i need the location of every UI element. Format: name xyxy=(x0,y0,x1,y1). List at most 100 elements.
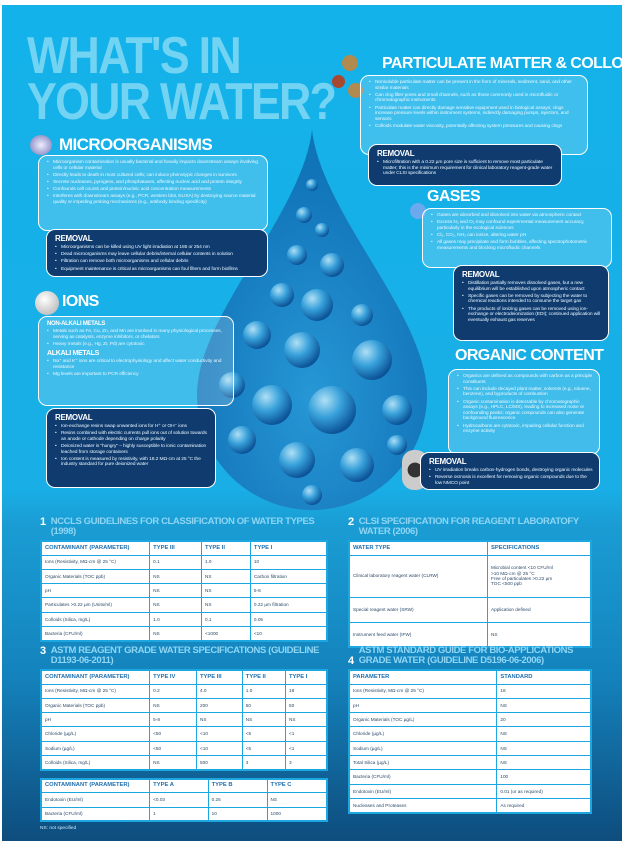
table-cell: 0.1 xyxy=(149,554,202,570)
table-cell: 0.25 xyxy=(207,792,268,808)
table-cell: pH xyxy=(348,697,498,714)
table-cell: Endotoxin (EU/ml) xyxy=(40,792,151,808)
bullet-item: Directly leads to death in most cultured… xyxy=(47,173,261,179)
table-cell: Organic Materials (TOC ppb) xyxy=(40,568,151,585)
bullet-item: Ion content is measured by resistivity, … xyxy=(55,457,209,468)
table-cell: NS xyxy=(149,583,202,599)
clsi-table: WATER TYPE SPECIFICATIONS Clinical laborat… xyxy=(348,540,592,648)
table-cell: <0.03 xyxy=(149,792,209,808)
table-row: Organic Materials (TOC µg/L) 20 xyxy=(348,712,592,728)
bullet-item: Secrete nucleases, pyrogens, and phospha… xyxy=(47,180,261,186)
bullet-item: Gases are absorbed and dissolved into wa… xyxy=(431,213,605,219)
table-cell: <10 xyxy=(249,625,328,642)
title-line-1: WHAT'S IN xyxy=(27,27,242,85)
table-cell: pH xyxy=(40,712,151,728)
table-cell: As required xyxy=(496,797,592,814)
table-cell: 5-8 xyxy=(249,583,328,599)
gases-info-box: Gases are absorbed and dissolved into wa… xyxy=(422,208,612,268)
table-row: Total Silica (µg/L) NS xyxy=(348,754,592,771)
bullet-item: All gases may precipitate and form bubbl… xyxy=(431,240,605,251)
particulate-removal-box: REMOVAL Microfiltration with a 0.22 µm p… xyxy=(368,144,562,186)
non-alkali-list: Metals such as Fe, Cu, Zn, and Mn are in… xyxy=(47,329,227,347)
alkali-list: Na⁺ and K⁺ ions are critical to electrop… xyxy=(47,359,227,377)
bullet-item: Hydrocarbons are cytotoxic, impairing ce… xyxy=(457,424,593,435)
table-cell: Chloride (µg/L) xyxy=(40,726,151,742)
table-cell: 3 xyxy=(241,754,287,771)
table-cell: NS xyxy=(149,625,202,642)
table-cell: 0.01 (or as required) xyxy=(496,783,592,799)
table-cell: 4.0 xyxy=(196,683,243,699)
removal-heading: REMOVAL xyxy=(55,234,93,243)
table-cell: <1 xyxy=(285,726,328,742)
bullet-item: Metals such as Fe, Cu, Zn, and Mn are in… xyxy=(47,329,227,340)
table-row: Instrument feed water (IFW) NS xyxy=(348,621,592,648)
table-cell: 20 xyxy=(496,712,592,728)
table-cell: <5 xyxy=(241,740,287,756)
removal-heading: REMOVAL xyxy=(377,149,415,158)
table-cell: <1 xyxy=(285,740,328,756)
table-cell: Ions (Resistivity, MΩ·cm @ 25 °C) xyxy=(40,683,151,699)
bullet-item: Heavy metals (e.g., Hg, Zr, Pd) are cyto… xyxy=(47,342,227,348)
table-cell: Application defined xyxy=(487,596,592,623)
table-cell: Ions (Resistivity, MΩ·cm @ 25 °C) xyxy=(40,554,151,570)
column-header: TYPE III xyxy=(196,669,243,685)
table-cell: 10 xyxy=(207,806,268,822)
table-cell: NS xyxy=(496,754,592,771)
column-header: CONTAMINANT (PARAMETER) xyxy=(40,540,151,556)
table-cell: 200 xyxy=(196,697,243,714)
column-header: TYPE B xyxy=(207,778,268,794)
particulate-list: Nonsoluble particulate matter can be pre… xyxy=(369,80,581,130)
table-number: 3 xyxy=(40,645,46,657)
table-cell: <50 xyxy=(149,726,197,742)
table-row: Endotoxin (EU/ml) <0.03 0.25 NS xyxy=(40,792,328,808)
column-header: CONTAMINANT (PARAMETER) xyxy=(40,778,151,794)
table-row: Chloride (µg/L) NS xyxy=(348,726,592,742)
alkali-heading: ALKALI METALS xyxy=(47,350,99,358)
bullet-item: Dead microorganisms may leave cellular d… xyxy=(55,252,261,258)
table-section-4: 4 ASTM STANDARD GUIDE FOR BIO-APPLICATION… xyxy=(348,646,592,814)
table-header-row: CONTAMINANT (PARAMETER) TYPE III TYPE II TY… xyxy=(40,540,328,556)
bullet-item: Mg levels are important to PCR efficienc… xyxy=(47,372,227,378)
particles-icon xyxy=(342,55,358,71)
table-cell: 5-8 xyxy=(149,712,197,728)
table-cell: Carbon filtration xyxy=(249,568,328,585)
table-cell: 18 xyxy=(285,683,328,699)
column-header: TYPE I xyxy=(249,540,328,556)
table-cell: Bacteria (CFU/ml) xyxy=(40,625,151,642)
astm-bio-table: PARAMETER STANDARD Ions (Resistivity, MΩ·c… xyxy=(348,669,592,814)
gases-heading: GASES xyxy=(427,188,481,205)
table-cell: NS xyxy=(487,621,592,648)
table-row: pH NS xyxy=(348,697,592,714)
column-header: WATER TYPE xyxy=(348,540,489,556)
bullet-item: Distillation partially removes dissolved… xyxy=(462,281,602,292)
table-cell: NS xyxy=(149,568,202,585)
organic-info-box: Organics are defined as compounds with c… xyxy=(448,369,600,455)
table-cell: 1000 xyxy=(266,806,328,822)
table-cell: 100 xyxy=(496,769,592,785)
organic-list: Organics are defined as compounds with c… xyxy=(457,374,593,435)
removal-list: Microorganisms can be killed using UV li… xyxy=(55,245,261,272)
astm-reagent-table: CONTAMINANT (PARAMETER) TYPE IV TYPE III TY… xyxy=(40,669,328,771)
bullet-item: Excess N₂ and O₂ may confound experiment… xyxy=(431,220,605,231)
bullet-item: Microfiltration with a 0.22 µm pore size… xyxy=(377,160,555,177)
table-number: 1 xyxy=(40,516,46,528)
table-cell: 0.22 µm filtration xyxy=(249,597,328,613)
column-header: CONTAMINANT (PARAMETER) xyxy=(40,669,151,685)
ion-sphere-icon xyxy=(35,291,59,315)
particle-icon xyxy=(332,75,345,88)
table-cell: Particulates >0.22 µm (Units/ml) xyxy=(40,597,151,613)
table-number: 2 xyxy=(348,516,354,528)
table-cell: 18 xyxy=(496,683,592,699)
table-cell: 0.1 xyxy=(201,611,251,627)
organic-heading: ORGANIC CONTENT xyxy=(455,347,604,364)
column-header: PARAMETER xyxy=(348,669,498,685)
table-cell: NS xyxy=(285,712,328,728)
column-header: TYPE I xyxy=(285,669,328,685)
ions-info-box: NON-ALKALI METALS Metals such as Fe, Cu,… xyxy=(38,316,234,406)
microorganisms-heading: MICROORGANISMS xyxy=(59,135,213,154)
table-row: Sodium (µg/L) <50 <10 <5 <1 xyxy=(40,740,328,756)
bullet-item: Interferes with downstream assays (e.g.,… xyxy=(47,194,261,205)
table-cell: Clinical laboratory reagent water (CLRW) xyxy=(348,554,489,598)
water-drop-icon xyxy=(197,130,427,510)
table-title: ASTM STANDARD GUIDE FOR BIO-APPLICATIONS… xyxy=(358,645,574,666)
